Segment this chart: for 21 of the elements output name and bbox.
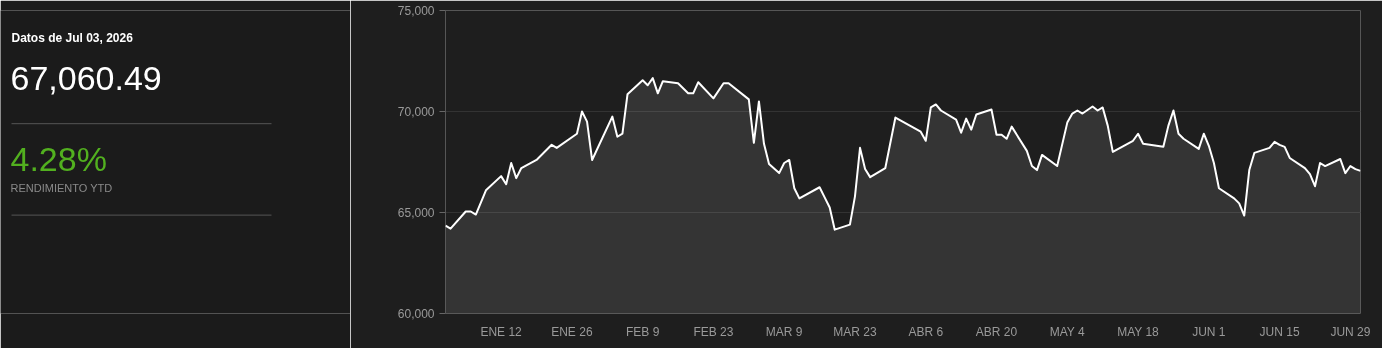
x-tick-label: JUN 15 <box>1259 324 1300 339</box>
y-tick-label: 70,000 <box>397 105 435 119</box>
x-tick-label: ENE 26 <box>551 324 593 339</box>
x-tick-label: FEB 9 <box>625 324 660 339</box>
y-tick-label: 60,000 <box>397 307 435 321</box>
x-tick-label: ENE 12 <box>480 324 523 339</box>
x-tick-label: MAR 9 <box>765 324 803 339</box>
y-tick-label: 75,000 <box>397 4 435 18</box>
x-tick-label: JUN 29 <box>1330 324 1371 339</box>
x-tick-label: MAY 4 <box>1049 324 1085 339</box>
x-tick-label: ABR 20 <box>975 324 1018 339</box>
text: 67,060.49 <box>10 58 162 97</box>
x-tick-label: JUN 1 <box>1192 324 1226 339</box>
x-tick-label: ABR 6 <box>908 324 944 339</box>
text: RENDIMIENTO YTD <box>10 182 113 195</box>
x-tick-label: MAR 23 <box>833 324 877 339</box>
x-tick-label: FEB 23 <box>693 324 734 339</box>
x-tick-label: MAY 18 <box>1117 324 1160 339</box>
text: Datos de Jul 03, 2026 <box>11 31 134 46</box>
text: 4.28% <box>10 139 107 178</box>
y-tick-label: 65,000 <box>397 206 435 220</box>
